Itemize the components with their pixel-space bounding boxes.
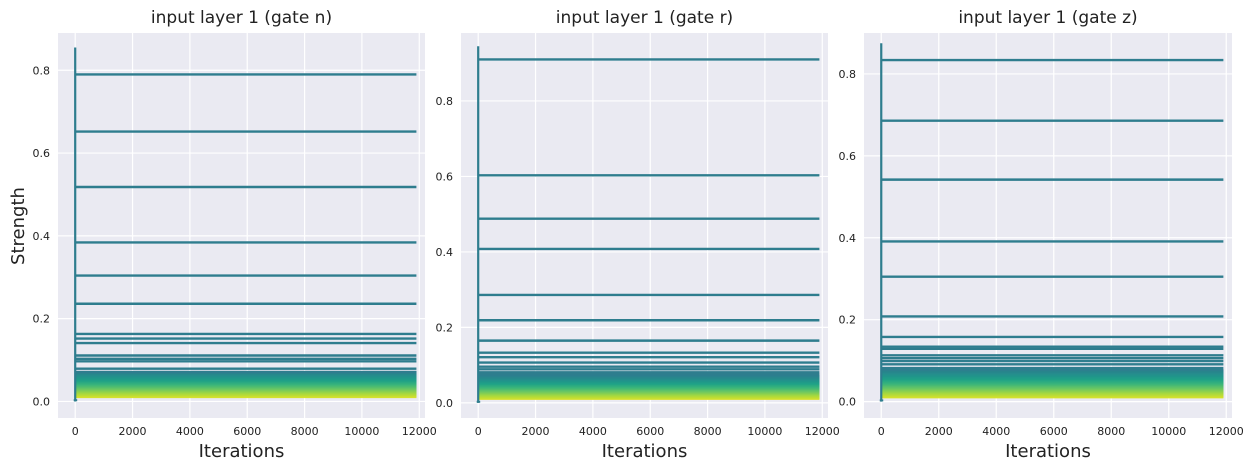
y-tick-label: 0.8 [839,68,857,81]
data-layer [879,43,1224,402]
x-tick-label: 10000 [1151,425,1186,438]
y-tick-label: 0.6 [839,150,857,163]
y-tick-label: 0.4 [33,230,51,243]
chart-panel-1: 0 2000 4000 6000 8000 10000 12000 0.0 0.2 0.4 0.6 0… [33,8,437,462]
x-tick-label: 4000 [982,425,1010,438]
x-tick-label: 12000 [1209,425,1244,438]
x-axis-label: Iterations [199,441,285,462]
chart-title: input layer 1 (gate z) [958,8,1137,28]
y-tick-label: 0.6 [436,170,454,183]
x-tick-label: 6000 [1040,425,1068,438]
x-tick-label: 4000 [176,425,204,438]
x-tick-label: 0 [878,425,885,438]
plot-area [58,33,425,418]
x-tick-label: 6000 [233,425,261,438]
x-axis-label: Iterations [602,441,688,462]
plot-area [864,33,1232,418]
x-tick-label: 10000 [344,425,379,438]
chart-panel-3: 0 2000 4000 6000 8000 10000 12000 0.0 0.2 0.4 0.6 0… [839,8,1244,462]
chart-title: input layer 1 (gate n) [151,8,332,28]
y-tick-label: 0.2 [33,313,51,326]
y-tick-label: 0.0 [436,397,454,410]
y-tick-label: 0.4 [839,232,857,245]
data-layer [73,47,417,402]
data-layer [476,46,820,403]
x-tick-label: 8000 [1097,425,1125,438]
x-tick-label: 10000 [747,425,782,438]
x-tick-label: 4000 [579,425,607,438]
x-tick-label: 0 [72,425,79,438]
x-axis-label: Iterations [1005,441,1091,462]
x-tick-label: 2000 [925,425,953,438]
plot-area [461,33,828,418]
x-tick-label: 8000 [694,425,722,438]
x-tick-label: 12000 [805,425,840,438]
x-tick-label: 12000 [402,425,437,438]
x-tick-label: 2000 [119,425,147,438]
y-tick-label: 0.6 [33,147,51,160]
y-tick-label: 0.0 [33,395,51,408]
x-tick-label: 6000 [636,425,664,438]
y-tick-label: 0.2 [839,314,857,327]
y-axis-label: Strength [8,187,29,265]
y-tick-label: 0.8 [436,95,454,108]
y-tick-label: 0.8 [33,64,51,77]
x-tick-label: 2000 [522,425,550,438]
y-tick-label: 0.2 [436,321,454,334]
y-tick-label: 0.0 [839,396,857,409]
x-tick-label: 8000 [291,425,319,438]
x-tick-label: 0 [475,425,482,438]
y-tick-label: 0.4 [436,246,454,259]
chart-panel-2: 0 2000 4000 6000 8000 10000 12000 0.0 0.2 0.4 0.6 0… [436,8,840,462]
chart-title: input layer 1 (gate r) [556,8,733,28]
